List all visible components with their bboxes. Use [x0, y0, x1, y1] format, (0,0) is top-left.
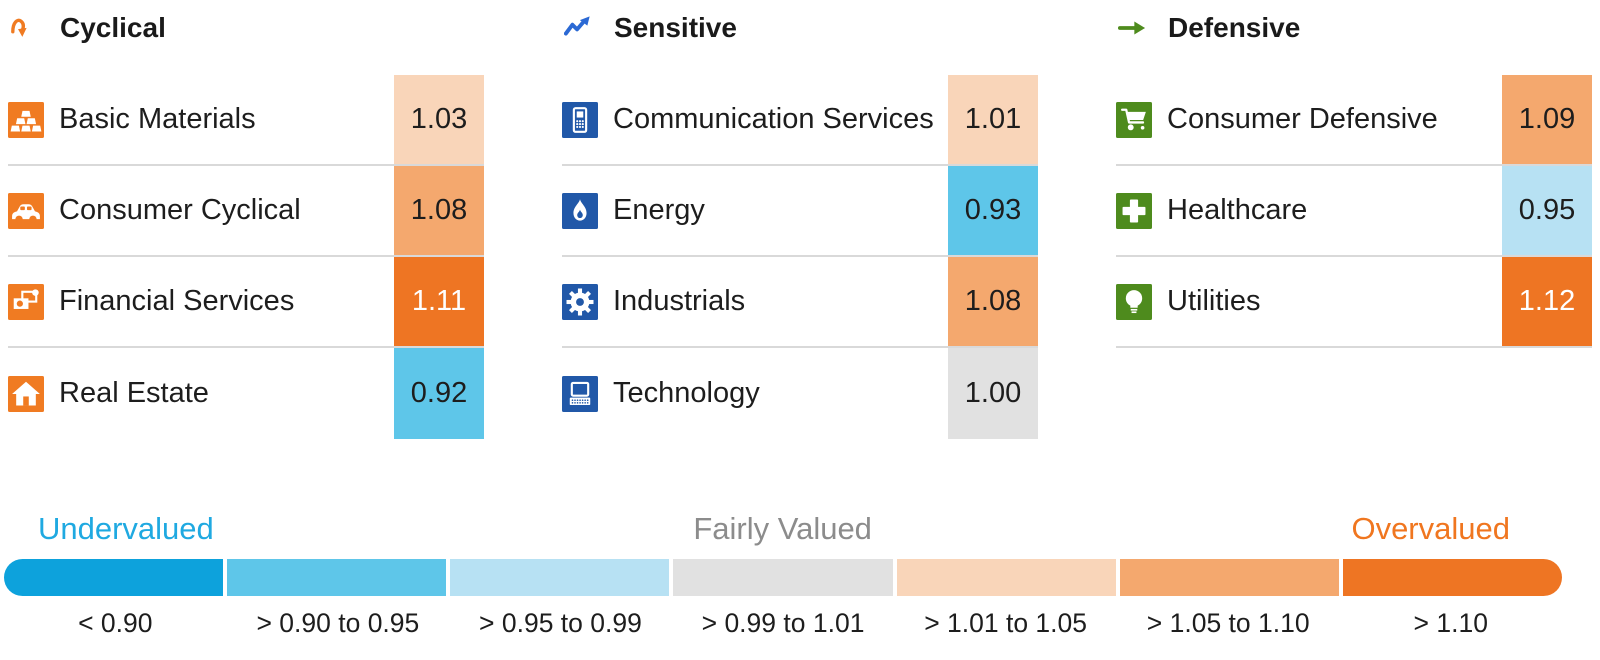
sector-name: Basic Materials [59, 103, 256, 135]
legend-range-labels: < 0.90 > 0.90 to 0.95 > 0.95 to 0.99 > 0… [4, 608, 1562, 639]
legend-captions: Undervalued Fairly Valued Overvalued [38, 511, 1510, 549]
range-label: > 0.90 to 0.95 [256, 608, 420, 638]
legend-segment-105-110 [1119, 559, 1339, 596]
consumer-defensive-icon [1116, 101, 1152, 138]
valuation-cell: 1.00 [948, 348, 1038, 439]
consumer-cyclical-icon [8, 192, 44, 229]
row-consumer-cyclical: Consumer Cyclical 1.08 [8, 166, 484, 257]
legend-segment-090-095 [227, 559, 447, 596]
range-label: > 1.05 to 1.10 [1146, 608, 1310, 638]
group-title: Cyclical [60, 12, 166, 43]
sector-name: Healthcare [1167, 194, 1308, 226]
column-sensitive: Sensitive Communication Services [562, 12, 1038, 439]
defensive-arrow-icon [1118, 21, 1146, 35]
valuation-cell: 0.93 [948, 166, 1038, 255]
legend-segment-101-105 [896, 559, 1116, 596]
valuation-scale-legend: Undervalued Fairly Valued Overvalued < 0… [0, 511, 1600, 639]
range-label: > 0.99 to 1.01 [701, 608, 865, 638]
cyclical-arrow-icon [11, 18, 27, 37]
valuation-cell: 1.12 [1502, 257, 1592, 346]
column-defensive: Defensive Consumer Defensive 1.09 [1116, 12, 1592, 439]
row-real-estate: Real Estate 0.92 [8, 348, 484, 439]
row-healthcare: Healthcare 0.95 [1116, 166, 1592, 257]
sector-name: Energy [613, 194, 705, 226]
sensitive-zigzag-arrow-icon [564, 16, 590, 36]
undervalued-label: Undervalued [38, 511, 214, 546]
group-title: Sensitive [614, 12, 737, 43]
sector-name: Consumer Cyclical [59, 194, 301, 226]
group-title: Defensive [1168, 12, 1301, 43]
legend-segment-099-101 [673, 559, 893, 596]
legend-segment-over-110 [1342, 559, 1562, 596]
financial-services-icon [8, 283, 44, 320]
range-label: > 1.10 [1413, 608, 1488, 638]
sensitive-header: Sensitive [562, 12, 1038, 44]
basic-materials-icon [8, 101, 44, 138]
valuation-cell: 0.92 [394, 348, 484, 439]
row-consumer-defensive: Consumer Defensive 1.09 [1116, 75, 1592, 166]
communication-services-icon [562, 101, 598, 138]
valuation-cell: 1.01 [948, 75, 1038, 164]
row-basic-materials: Basic Materials 1.03 [8, 75, 484, 166]
overvalued-label: Overvalued [1351, 511, 1510, 546]
sector-name: Communication Services [613, 103, 934, 135]
healthcare-icon [1116, 192, 1152, 229]
valuation-cell: 1.11 [394, 257, 484, 346]
cyclical-header: Cyclical [8, 12, 484, 44]
sector-name: Industrials [613, 285, 746, 317]
sector-name: Consumer Defensive [1167, 103, 1438, 135]
column-cyclical: Cyclical Basic Materi [8, 12, 484, 439]
valuation-cell: 1.03 [394, 75, 484, 164]
energy-icon [562, 192, 598, 229]
utilities-icon [1116, 283, 1152, 320]
legend-color-bar [4, 559, 1562, 596]
valuation-cell: 1.08 [394, 166, 484, 255]
range-label: > 0.95 to 0.99 [479, 608, 642, 638]
technology-icon [562, 375, 598, 412]
valuation-cell: 0.95 [1502, 166, 1592, 255]
row-utilities: Utilities 1.12 [1116, 257, 1592, 348]
row-communication-services: Communication Services 1.01 [562, 75, 1038, 166]
fairly-valued-label: Fairly Valued [693, 511, 872, 546]
row-technology: Technology 1.00 [562, 348, 1038, 439]
sector-name: Real Estate [59, 377, 209, 409]
range-label: > 1.01 to 1.05 [924, 608, 1088, 638]
row-energy: Energy 0.93 [562, 166, 1038, 257]
legend-segment-095-099 [450, 559, 670, 596]
sector-columns: Cyclical Basic Materi [8, 12, 1592, 439]
sector-name: Technology [613, 377, 760, 409]
sector-name: Financial Services [59, 285, 295, 317]
range-label: < 0.90 [78, 608, 153, 638]
valuation-cell: 1.09 [1502, 75, 1592, 164]
defensive-header: Defensive [1116, 12, 1592, 44]
row-financial-services: Financial Services 1.11 [8, 257, 484, 348]
valuation-cell: 1.08 [948, 257, 1038, 346]
legend-segment-under-090 [4, 559, 224, 596]
sector-name: Utilities [1167, 285, 1261, 317]
real-estate-icon [8, 375, 44, 412]
industrials-icon [562, 283, 598, 320]
row-industrials: Industrials 1.08 [562, 257, 1038, 348]
